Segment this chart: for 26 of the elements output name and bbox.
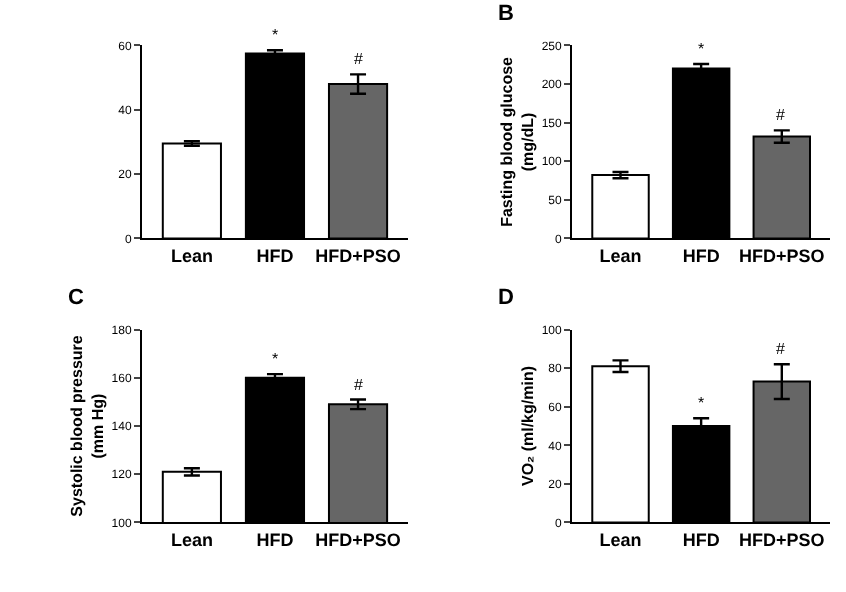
annotation: # bbox=[354, 376, 364, 394]
y-axis-title: Systolic blood pressure (mm Hg) bbox=[68, 334, 107, 517]
x-tick-label: Lean bbox=[170, 530, 213, 551]
annotation: * bbox=[272, 350, 279, 368]
x-tick-label: HFD+PSO bbox=[739, 530, 825, 551]
x-tick-label: HFD bbox=[256, 246, 295, 266]
x-tick-label: HFD bbox=[256, 530, 295, 551]
chart-title: C bbox=[68, 286, 84, 310]
annotation: # bbox=[354, 50, 364, 68]
annotation: # bbox=[776, 106, 786, 124]
chart-title: D bbox=[498, 286, 514, 310]
chart-title: B bbox=[498, 2, 514, 26]
annotation: * bbox=[698, 40, 705, 58]
annotation: # bbox=[776, 340, 786, 358]
x-tick-label: Lean bbox=[599, 530, 642, 551]
x-tick-label: HFD+PSO bbox=[315, 246, 401, 266]
annotation: * bbox=[272, 26, 279, 44]
y-axis-title: Fasting blood glucose (mg/dL) bbox=[498, 55, 538, 227]
y-axis-title: VO₂ (ml/kg/min) bbox=[519, 365, 538, 487]
x-tick-label: Lean bbox=[599, 246, 642, 266]
x-tick-label: HFD bbox=[682, 530, 721, 551]
x-tick-label: HFD+PSO bbox=[739, 246, 825, 266]
x-tick-label: Lean bbox=[170, 246, 213, 266]
annotation: * bbox=[698, 394, 705, 412]
x-tick-label: HFD+PSO bbox=[315, 530, 401, 551]
x-tick-label: HFD bbox=[682, 246, 721, 266]
